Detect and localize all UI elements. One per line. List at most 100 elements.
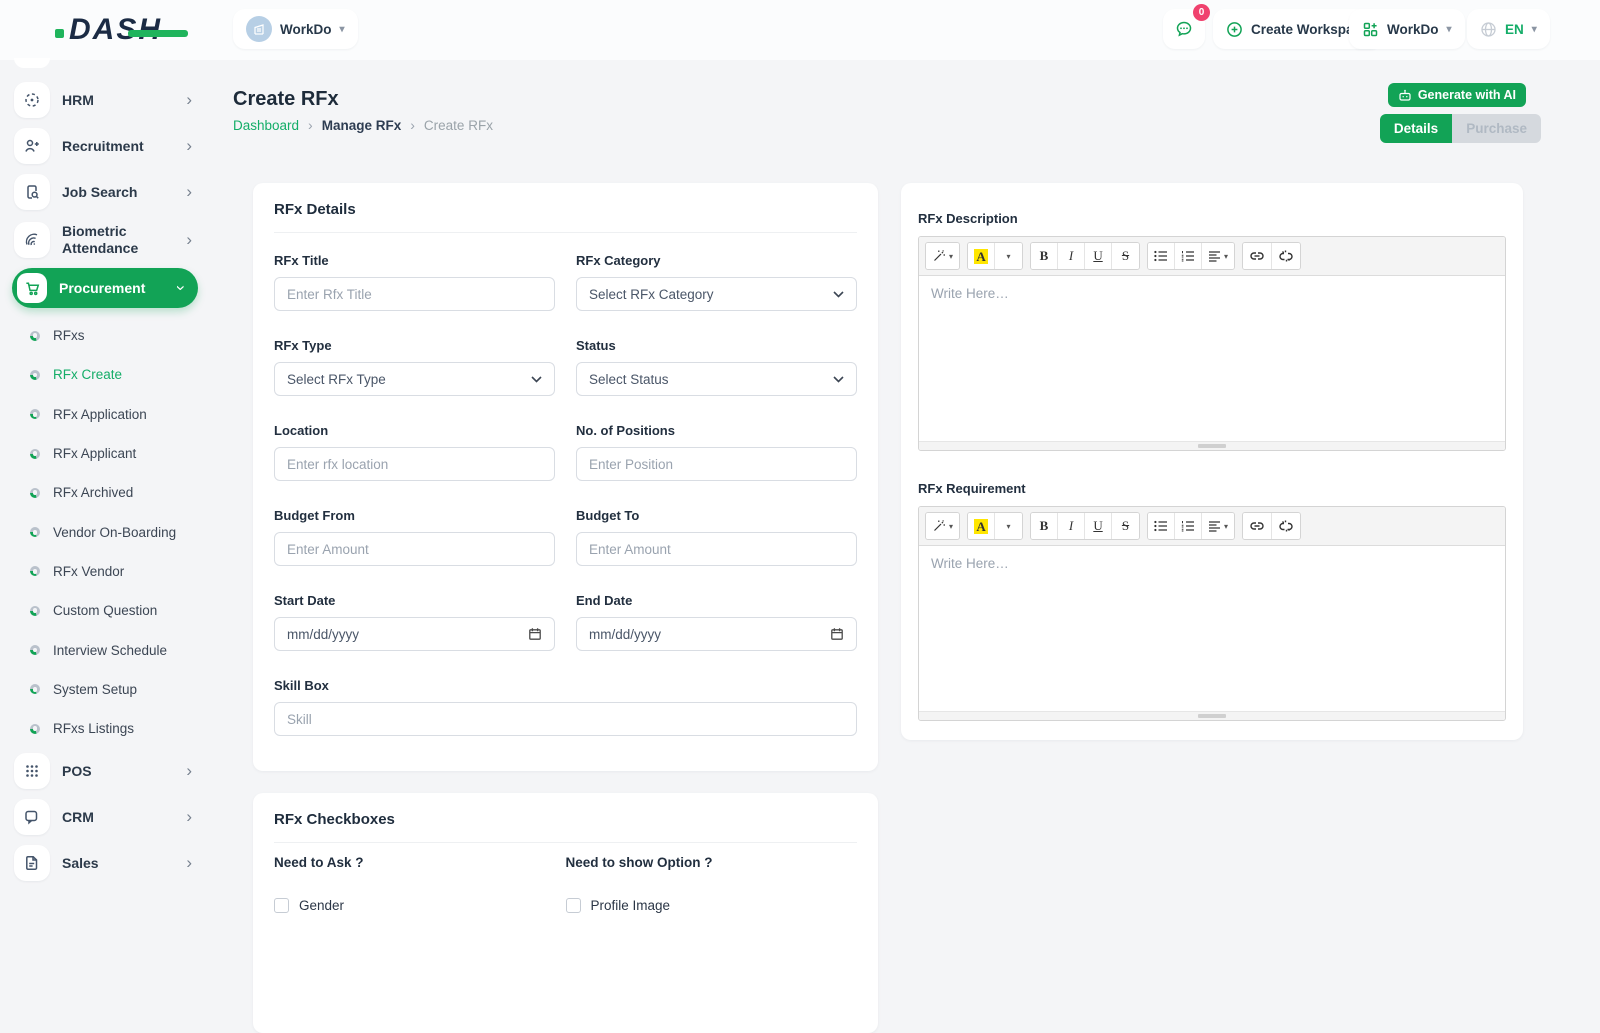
sidebar-item-vendor-onboarding[interactable]: Vendor On-Boarding — [0, 512, 210, 551]
sidebar-item-rfx-application[interactable]: RFx Application — [0, 395, 210, 434]
sidebar-item-procurement[interactable]: Procurement › — [12, 268, 198, 308]
sidebar-item-job-search[interactable]: Job Search › — [0, 169, 210, 215]
positions-input[interactable] — [576, 447, 857, 481]
sidebar-item-rfx-create[interactable]: RFx Create — [0, 355, 210, 394]
unordered-list-button[interactable] — [1148, 513, 1176, 539]
magic-style-button[interactable]: ▾ — [926, 243, 960, 269]
sidebar-subitem-label: Custom Question — [53, 603, 158, 619]
bold-button[interactable]: B — [1031, 243, 1059, 269]
breadcrumb-dashboard[interactable]: Dashboard — [233, 117, 300, 133]
budget-to-input[interactable] — [576, 532, 857, 566]
sidebar-item-sales[interactable]: Sales › — [0, 840, 210, 886]
bullet-icon — [30, 605, 40, 616]
field-end-date: End Date mm/dd/yyyy — [576, 593, 857, 651]
workdo-menu-button[interactable]: WorkDo ▾ — [1349, 9, 1465, 49]
link-button[interactable] — [1243, 243, 1273, 269]
paragraph-align-button[interactable]: ▾ — [1202, 243, 1235, 269]
bold-button[interactable]: B — [1031, 513, 1059, 539]
font-color-button[interactable]: A — [968, 513, 996, 539]
rfx-category-select[interactable]: Select RFx Category — [576, 277, 857, 311]
sidebar-item-system-setup[interactable]: System Setup — [0, 670, 210, 709]
sidebar: HRM › Recruitment › Job Search › Biometr… — [0, 58, 210, 900]
calendar-icon — [529, 628, 541, 640]
start-date-input[interactable]: mm/dd/yyyy — [274, 617, 555, 651]
strikethrough-button[interactable]: S — [1112, 513, 1140, 539]
rfx-description-textarea[interactable]: Write Here… — [931, 286, 1009, 301]
rfx-type-select[interactable]: Select RFx Type — [274, 362, 555, 396]
end-date-input[interactable]: mm/dd/yyyy — [576, 617, 857, 651]
rfx-description-label: RFx Description — [918, 211, 1018, 226]
skill-input[interactable] — [274, 702, 857, 736]
bullet-icon — [30, 369, 40, 380]
editor-toolbar: ▾ A ▾ B I U S — [919, 507, 1505, 546]
sidebar-item-rfxs-listings[interactable]: RFxs Listings — [0, 709, 210, 748]
magic-style-button[interactable]: ▾ — [926, 513, 960, 539]
underline-button[interactable]: U — [1085, 513, 1113, 539]
sidebar-item-biometric-attendance[interactable]: Biometric Attendance › — [0, 215, 210, 265]
field-label: No. of Positions — [576, 423, 675, 438]
bullet-icon — [30, 527, 40, 538]
breadcrumb-manage-rfx[interactable]: Manage RFx — [321, 117, 402, 133]
editor-resize-bar[interactable] — [919, 441, 1505, 450]
underline-button[interactable]: U — [1085, 243, 1113, 269]
sidebar-item-rfx-applicant[interactable]: RFx Applicant — [0, 434, 210, 473]
sidebar-item-hrm[interactable]: HRM › — [0, 77, 210, 123]
workspace-name: WorkDo — [280, 21, 332, 37]
rfx-requirement-textarea[interactable]: Write Here… — [931, 556, 1009, 571]
sidebar-item-recruitment[interactable]: Recruitment › — [0, 123, 210, 169]
ordered-list-button[interactable] — [1175, 513, 1203, 539]
ordered-list-button[interactable] — [1175, 243, 1203, 269]
biometric-icon — [14, 222, 50, 258]
tab-details[interactable]: Details — [1379, 114, 1453, 143]
field-rfx-type: RFx Type Select RFx Type — [274, 338, 555, 396]
app-logo[interactable]: DASH — [55, 13, 189, 47]
strikethrough-button[interactable]: S — [1112, 243, 1140, 269]
gender-checkbox[interactable] — [274, 898, 289, 913]
tab-purchase[interactable]: Purchase — [1452, 114, 1541, 143]
messages-badge: 0 — [1193, 4, 1210, 21]
breadcrumb-separator: › — [308, 117, 313, 133]
sidebar-item-custom-question[interactable]: Custom Question — [0, 591, 210, 630]
unordered-list-icon — [1154, 250, 1168, 262]
language-selector[interactable]: EN ▾ — [1467, 9, 1550, 49]
field-skill-box: Skill Box — [274, 678, 857, 736]
sidebar-item-crm[interactable]: CRM › — [0, 794, 210, 840]
font-color-caret-button[interactable]: ▾ — [995, 243, 1023, 269]
editor-resize-bar[interactable] — [919, 711, 1505, 720]
unordered-list-button[interactable] — [1148, 243, 1176, 269]
plus-circle-icon — [1227, 21, 1242, 37]
messages-button[interactable]: 0 — [1163, 4, 1210, 49]
sidebar-item-pos[interactable]: POS › — [0, 748, 210, 794]
workspace-switcher[interactable]: WorkDo ▾ — [233, 9, 358, 49]
caret-icon: ▾ — [1224, 251, 1229, 261]
location-input[interactable] — [274, 447, 555, 481]
procurement-submenu: RFxs RFx Create RFx Application RFx Appl… — [0, 312, 210, 748]
field-budget-to: Budget To — [576, 508, 857, 566]
sidebar-item-interview-schedule[interactable]: Interview Schedule — [0, 630, 210, 669]
field-label: Location — [274, 423, 329, 438]
font-color-caret-button[interactable]: ▾ — [995, 513, 1023, 539]
rfx-title-input[interactable] — [274, 277, 555, 311]
paragraph-align-button[interactable]: ▾ — [1202, 513, 1235, 539]
sidebar-subitem-label: Vendor On-Boarding — [53, 524, 177, 540]
italic-button[interactable]: I — [1058, 513, 1086, 539]
chevron-down-icon: › — [172, 285, 192, 291]
field-positions: No. of Positions — [576, 423, 857, 481]
sidebar-subitem-label: RFx Archived — [53, 485, 134, 501]
budget-from-input[interactable] — [274, 532, 555, 566]
field-label: Skill Box — [274, 678, 329, 693]
generate-with-ai-button[interactable]: Generate with AI — [1387, 83, 1526, 107]
sidebar-item-rfxs[interactable]: RFxs — [0, 316, 210, 355]
italic-button[interactable]: I — [1058, 243, 1086, 269]
link-button[interactable] — [1243, 513, 1273, 539]
caret-icon: ▾ — [1224, 521, 1229, 531]
profile-image-checkbox[interactable] — [565, 898, 581, 913]
sidebar-item-rfx-archived[interactable]: RFx Archived — [0, 473, 210, 512]
unlink-button[interactable] — [1272, 513, 1301, 539]
unlink-button[interactable] — [1272, 243, 1301, 269]
status-select[interactable]: Select Status — [576, 362, 857, 396]
sidebar-item-rfx-vendor[interactable]: RFx Vendor — [0, 552, 210, 591]
font-color-button[interactable]: A — [968, 243, 996, 269]
chevron-right-icon: › — [186, 182, 192, 201]
bullet-icon — [30, 566, 40, 577]
